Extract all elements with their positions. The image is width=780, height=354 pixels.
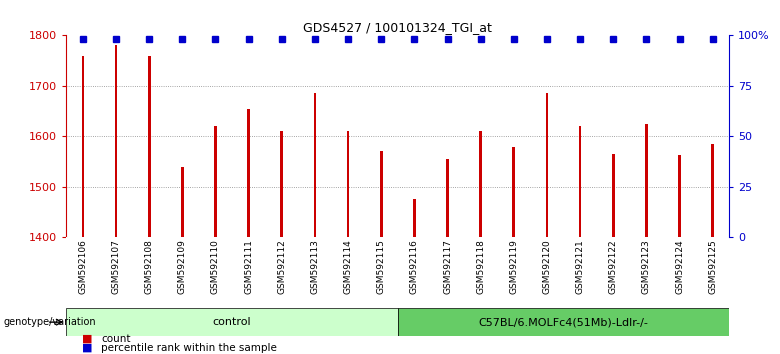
- Text: GSM592114: GSM592114: [343, 239, 353, 294]
- Text: C57BL/6.MOLFc4(51Mb)-Ldlr-/-: C57BL/6.MOLFc4(51Mb)-Ldlr-/-: [479, 317, 648, 327]
- Text: GSM592112: GSM592112: [277, 239, 286, 294]
- Text: GSM592116: GSM592116: [410, 239, 419, 294]
- Bar: [181, 166, 183, 237]
- Bar: [380, 152, 382, 237]
- Bar: [398, 308, 729, 336]
- Bar: [612, 154, 615, 237]
- Text: ■: ■: [82, 343, 92, 353]
- Bar: [679, 155, 681, 237]
- Text: GSM592119: GSM592119: [509, 239, 519, 294]
- Text: GSM592107: GSM592107: [112, 239, 121, 294]
- Text: GSM592115: GSM592115: [377, 239, 386, 294]
- Bar: [115, 45, 117, 237]
- Text: GSM592121: GSM592121: [576, 239, 585, 294]
- Bar: [711, 144, 714, 237]
- Text: GSM592117: GSM592117: [443, 239, 452, 294]
- Bar: [314, 93, 316, 237]
- Bar: [82, 56, 84, 237]
- Bar: [446, 159, 448, 237]
- Text: GSM592118: GSM592118: [476, 239, 485, 294]
- Text: GSM592113: GSM592113: [310, 239, 320, 294]
- Text: count: count: [101, 334, 131, 344]
- Bar: [215, 126, 217, 237]
- Bar: [413, 199, 416, 237]
- Text: GSM592123: GSM592123: [642, 239, 651, 294]
- Text: GSM592108: GSM592108: [144, 239, 154, 294]
- Text: GSM592122: GSM592122: [608, 239, 618, 294]
- Text: GSM592120: GSM592120: [542, 239, 551, 294]
- Text: GSM592106: GSM592106: [78, 239, 87, 294]
- Bar: [66, 308, 398, 336]
- Bar: [281, 131, 283, 237]
- Text: percentile rank within the sample: percentile rank within the sample: [101, 343, 277, 353]
- Bar: [645, 124, 647, 237]
- Text: GSM592111: GSM592111: [244, 239, 254, 294]
- Bar: [347, 131, 349, 237]
- Text: GSM592124: GSM592124: [675, 239, 684, 294]
- Text: GSM592125: GSM592125: [708, 239, 718, 294]
- Text: genotype/variation: genotype/variation: [4, 317, 97, 327]
- Bar: [546, 93, 548, 237]
- Bar: [579, 126, 581, 237]
- Text: GSM592109: GSM592109: [178, 239, 187, 294]
- Bar: [148, 56, 151, 237]
- Bar: [480, 131, 482, 237]
- Text: GSM592110: GSM592110: [211, 239, 220, 294]
- Text: control: control: [213, 317, 251, 327]
- Title: GDS4527 / 100101324_TGI_at: GDS4527 / 100101324_TGI_at: [303, 21, 492, 34]
- Bar: [247, 109, 250, 237]
- Text: ■: ■: [82, 334, 92, 344]
- Bar: [512, 147, 515, 237]
